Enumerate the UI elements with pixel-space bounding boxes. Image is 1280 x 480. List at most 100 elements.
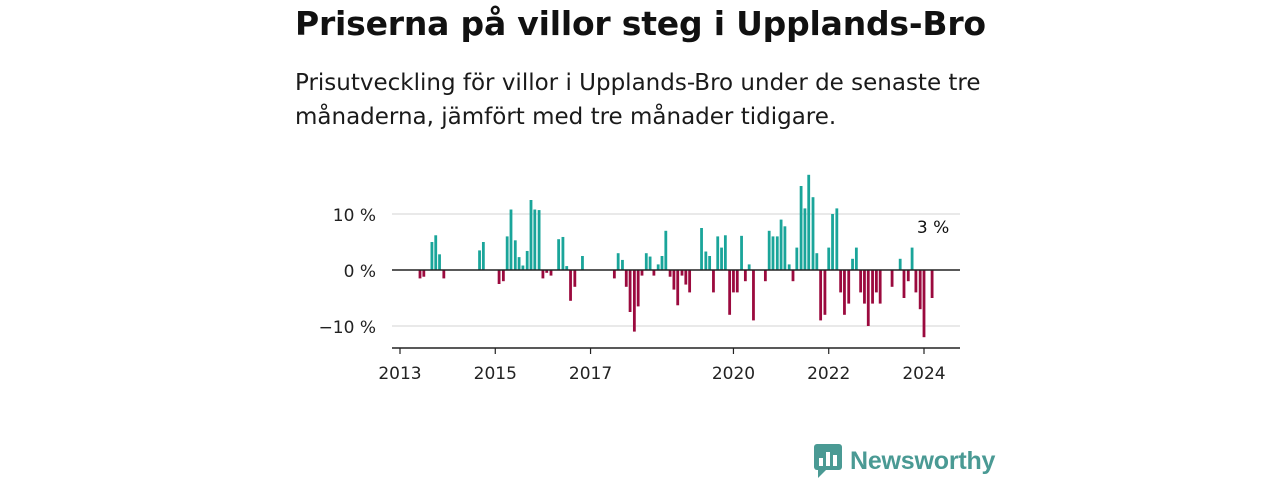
bar: [878, 270, 882, 304]
bar: [533, 209, 537, 270]
bar: [422, 270, 426, 277]
bar: [612, 270, 616, 279]
bar: [775, 236, 779, 270]
bar: [898, 258, 902, 270]
y-tick-label: 0 %: [344, 262, 376, 282]
bar: [712, 270, 715, 293]
page-subtitle: Prisutveckling för villor i Upplands-Bro…: [295, 70, 981, 130]
bar: [664, 230, 668, 270]
bar: [616, 253, 620, 270]
bar: [723, 235, 727, 270]
bar: [652, 270, 656, 276]
bar: [922, 270, 926, 338]
bar: [656, 264, 660, 270]
x-tick-label: 2013: [378, 364, 421, 384]
bar: [501, 270, 505, 282]
bar: [815, 253, 819, 270]
bar: [648, 256, 652, 270]
bar: [811, 197, 815, 270]
bar: [839, 270, 843, 293]
bar: [807, 174, 811, 270]
axes: 10 % 0 % −10 % 2013 2015 2017 2020 2022 2024 3 %: [319, 206, 960, 384]
bar: [910, 247, 914, 270]
bar: [866, 270, 870, 326]
bar: [537, 210, 541, 270]
bar: [743, 270, 747, 282]
bar: [418, 270, 422, 279]
bar: [747, 264, 751, 270]
bar: [478, 250, 481, 270]
bar: [569, 270, 572, 301]
bars: [418, 174, 934, 338]
bar: [779, 219, 783, 270]
bar: [930, 270, 934, 298]
bar: [545, 270, 549, 273]
bar: [863, 270, 866, 304]
bar: [803, 208, 807, 270]
bar: [581, 256, 584, 270]
bar: [720, 247, 723, 270]
bar: [859, 270, 863, 293]
bar: [481, 242, 485, 270]
bar: [831, 214, 834, 270]
bar: [442, 270, 446, 279]
bar: [660, 256, 664, 270]
bar: [740, 235, 743, 270]
bar: [434, 235, 438, 270]
bar: [752, 270, 755, 321]
bar: [573, 270, 577, 287]
x-tick-label: 2020: [712, 364, 755, 384]
bar: [680, 270, 684, 276]
bar: [918, 270, 922, 310]
bar: [621, 259, 624, 270]
bar: [771, 236, 775, 270]
bar: [541, 270, 545, 279]
bar: [672, 270, 676, 290]
bar: [763, 270, 767, 282]
bar: [914, 270, 918, 293]
newsworthy-logo-icon: [814, 444, 842, 478]
bar: [632, 270, 636, 332]
bar: [728, 270, 732, 315]
bar: [565, 266, 569, 270]
bar: [636, 270, 640, 307]
bar: [851, 258, 854, 270]
bar: [787, 264, 791, 270]
bar: [874, 270, 878, 293]
bar: [640, 270, 644, 276]
bar: [854, 247, 858, 270]
bar: [902, 270, 906, 298]
bar: [827, 247, 831, 270]
bar: [668, 270, 672, 277]
bar: [823, 270, 827, 315]
bar: [430, 242, 434, 270]
bar: [906, 270, 910, 282]
x-tick-label: 2024: [902, 364, 945, 384]
bar: [716, 236, 720, 270]
bar: [819, 270, 823, 321]
x-tick-label: 2015: [474, 364, 517, 384]
bar: [517, 257, 521, 270]
bar: [708, 256, 712, 270]
x-tick-label: 2022: [807, 364, 850, 384]
brand-name: Newsworthy: [850, 446, 996, 475]
bar: [783, 226, 787, 270]
bar: [890, 270, 894, 287]
bar: [871, 270, 874, 304]
x-tick-label: 2017: [569, 364, 612, 384]
bar: [497, 270, 501, 284]
newsworthy-logo: Newsworthy: [814, 444, 995, 478]
bar: [644, 253, 648, 270]
bar: [795, 247, 799, 270]
bar: [732, 270, 735, 293]
bar: [561, 236, 565, 270]
bar: [525, 250, 529, 270]
bar: [438, 254, 441, 270]
bar: [735, 270, 739, 293]
bar: [549, 270, 553, 276]
bar: [529, 200, 533, 270]
bar: [791, 270, 795, 282]
bar: [521, 265, 525, 270]
bar: [767, 230, 771, 270]
